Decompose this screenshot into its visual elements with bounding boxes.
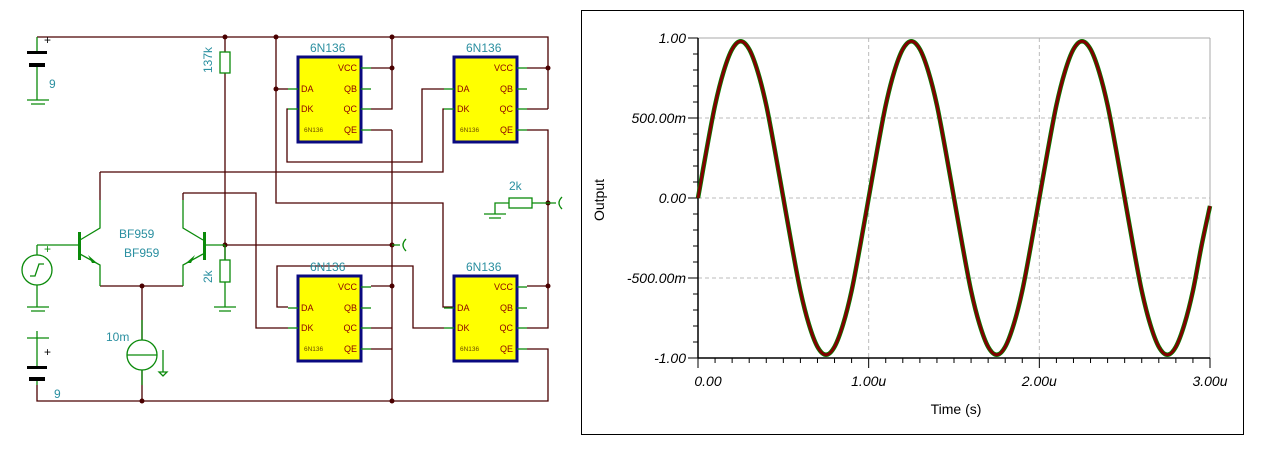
chip-4[interactable]: 6N136 6N136 VCC QB QC QE DA DK <box>444 260 527 363</box>
pin-qc: QC <box>500 104 514 114</box>
pin-da: DA <box>457 303 470 313</box>
plus-sign: + <box>44 242 51 256</box>
chip-title: 6N136 <box>466 41 502 55</box>
plus-sign: + <box>44 33 51 47</box>
chip-part: 6N136 <box>460 127 480 134</box>
chip-part: 6N136 <box>304 127 324 134</box>
pin-dk: DK <box>301 323 314 333</box>
circuit-schematic: + 9 137k 2k BF959 BF959 + + 9 <box>21 33 563 404</box>
chart-frame <box>581 10 1244 435</box>
pin-qb: QB <box>344 84 357 94</box>
resistor-2k-load[interactable]: 2k <box>484 179 548 219</box>
pin-qb: QB <box>500 303 513 313</box>
pin-dk: DK <box>457 104 470 114</box>
chip-title: 6N136 <box>310 41 346 55</box>
pin-vcc: VCC <box>338 282 358 292</box>
resistor-2k-bias-label: 2k <box>201 269 215 283</box>
pin-qc: QC <box>344 104 358 114</box>
pin-da: DA <box>301 303 314 313</box>
current-source[interactable]: 10m <box>106 320 169 385</box>
chip-title: 6N136 <box>466 260 502 274</box>
pin-qe: QE <box>344 344 357 354</box>
battery-bottom-value: 9 <box>54 387 61 401</box>
pin-qb: QB <box>500 84 513 94</box>
optocoupler-chips: 6N136 6N136 VCC QB QC QE DA DK 6N136 6N136 VCC QB QC… <box>288 41 527 363</box>
chip-1[interactable]: 6N136 6N136 VCC QB QC QE DA DK <box>288 41 371 144</box>
pin-qc: QC <box>344 323 358 333</box>
pin-dk: DK <box>457 323 470 333</box>
chip-2[interactable]: 6N136 6N136 VCC QB QC QE DA DK <box>444 41 527 144</box>
pin-qe: QE <box>500 344 513 354</box>
pin-da: DA <box>457 84 470 94</box>
pin-qc: QC <box>500 323 514 333</box>
pin-vcc: VCC <box>494 282 514 292</box>
current-source-label: 10m <box>106 330 129 344</box>
resistor-137k[interactable]: 137k <box>201 46 231 74</box>
transistor-left[interactable] <box>37 200 101 286</box>
resistor-2k-load-label: 2k <box>509 179 523 193</box>
chip-3[interactable]: 6N136 6N136 VCC QB QC QE DA DK <box>288 260 371 363</box>
plus-sign: + <box>44 345 51 359</box>
battery-bottom[interactable]: + 9 <box>27 331 61 401</box>
chip-body <box>452 274 519 363</box>
output-probe[interactable] <box>548 196 563 210</box>
chip-body <box>452 55 519 144</box>
pin-qe: QE <box>500 125 513 135</box>
resistor-2k-bias[interactable]: 2k <box>201 245 236 312</box>
pin-vcc: VCC <box>338 63 358 73</box>
battery-top-value: 9 <box>49 77 56 91</box>
transistor-right[interactable] <box>182 200 225 286</box>
chip-title: 6N136 <box>310 260 346 274</box>
chip-body <box>296 55 363 144</box>
resistor-137k-label: 137k <box>201 46 215 73</box>
battery-top[interactable]: + 9 <box>27 33 56 105</box>
transistor-right-label: BF959 <box>124 246 160 260</box>
chip-part: 6N136 <box>460 346 480 353</box>
pin-da: DA <box>301 84 314 94</box>
chip-body <box>296 274 363 363</box>
transistor-left-label: BF959 <box>119 227 155 241</box>
pin-qe: QE <box>344 125 357 135</box>
pin-qb: QB <box>344 303 357 313</box>
input-probe[interactable] <box>392 238 407 252</box>
pin-vcc: VCC <box>494 63 514 73</box>
chip-part: 6N136 <box>304 346 324 353</box>
pin-dk: DK <box>301 104 314 114</box>
signal-source[interactable]: + <box>21 242 53 312</box>
